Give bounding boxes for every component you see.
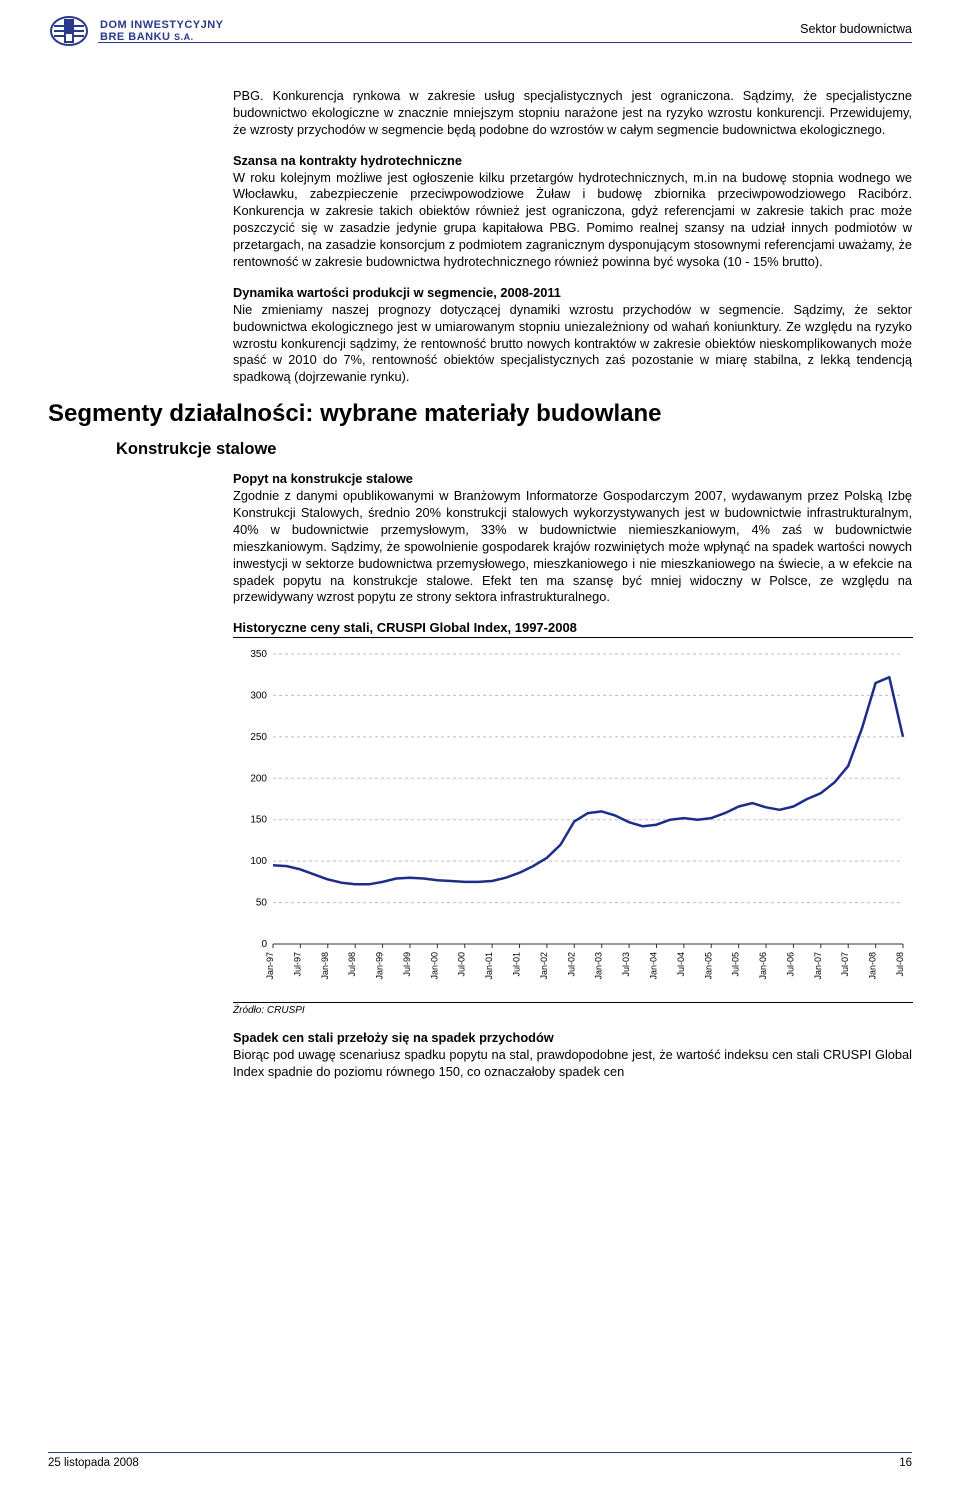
svg-text:Jan-04: Jan-04 [648,952,658,980]
svg-text:Jul-07: Jul-07 [840,952,850,977]
svg-text:Jan-08: Jan-08 [868,952,878,980]
section-heading-1: Segmenty działalności: wybrane materiały… [48,400,912,428]
para-hydro: Szansa na kontrakty hydrotechniczne W ro… [233,153,912,271]
svg-text:Jul-08: Jul-08 [895,952,905,977]
svg-text:Jul-98: Jul-98 [347,952,357,977]
section-heading-2: Konstrukcje stalowe [116,440,912,459]
header-rule [98,42,912,43]
page-content: PBG. Konkurencja rynkowa w zakresie usłu… [0,68,960,1081]
svg-text:Jan-00: Jan-00 [429,952,439,980]
svg-text:Jul-01: Jul-01 [512,952,522,977]
para-demand-body: Zgodnie z danymi opublikowanymi w Branżo… [233,488,912,604]
svg-text:250: 250 [250,732,267,743]
svg-text:350: 350 [250,649,267,660]
svg-text:Jul-06: Jul-06 [785,952,795,977]
svg-text:Jan-03: Jan-03 [594,952,604,980]
svg-text:Jul-05: Jul-05 [731,952,741,977]
svg-text:Jan-99: Jan-99 [375,952,385,980]
logo-line1: DOM INWESTYCYJNY [100,19,224,31]
svg-text:Jul-03: Jul-03 [621,952,631,977]
logo-text: DOM INWESTYCYJNY BRE BANKU S.A. [100,19,224,43]
svg-text:0: 0 [261,939,267,950]
para-demand-lead: Popyt na konstrukcje stalowe [233,471,413,486]
svg-text:Jan-98: Jan-98 [320,952,330,980]
chart-cruspi: 0 50 100 150 200 250 300 350 Jan-97 Jul-97 Jan-98 J… [233,646,913,996]
svg-text:200: 200 [250,774,267,785]
svg-text:Jul-04: Jul-04 [676,952,686,977]
svg-text:150: 150 [250,815,267,826]
para-price-drop: Spadek cen stali przełoży się na spadek … [233,1030,912,1081]
page-header: DOM INWESTYCYJNY BRE BANKU S.A. Sektor b… [0,0,960,68]
page-footer: 25 listopada 2008 16 [48,1452,912,1469]
chart-title: Historyczne ceny stali, CRUSPI Global In… [233,620,913,638]
svg-text:Jan-02: Jan-02 [539,952,549,980]
svg-text:Jul-00: Jul-00 [457,952,467,977]
svg-text:50: 50 [256,898,268,909]
svg-text:100: 100 [250,857,267,868]
para-hydro-body: W roku kolejnym możliwe jest ogłoszenie … [233,170,912,269]
para-intro: PBG. Konkurencja rynkowa w zakresie usłu… [233,88,912,139]
para-dynamics-lead: Dynamika wartości produkcji w segmencie,… [233,285,561,300]
svg-text:Jul-99: Jul-99 [402,952,412,977]
svg-text:Jul-02: Jul-02 [566,952,576,977]
svg-text:Jan-06: Jan-06 [758,952,768,980]
svg-text:300: 300 [250,691,267,702]
chart-svg: 0 50 100 150 200 250 300 350 Jan-97 Jul-97 Jan-98 J… [233,646,913,996]
svg-text:Jan-05: Jan-05 [703,952,713,980]
para-demand: Popyt na konstrukcje stalowe Zgodnie z d… [233,471,912,606]
para-price-drop-lead: Spadek cen stali przełoży się na spadek … [233,1030,554,1045]
header-section-title: Sektor budownictwa [800,22,912,36]
para-hydro-lead: Szansa na kontrakty hydrotechniczne [233,153,462,168]
svg-text:Jan-07: Jan-07 [813,952,823,980]
svg-text:Jul-97: Jul-97 [292,952,302,977]
bre-logo-icon [48,14,90,48]
para-dynamics-body: Nie zmieniamy naszej prognozy dotyczącej… [233,302,912,385]
svg-text:Jan-97: Jan-97 [265,952,275,980]
svg-text:Jan-01: Jan-01 [484,952,494,980]
footer-page: 16 [899,1457,912,1469]
para-price-drop-body: Biorąc pod uwagę scenariusz spadku popyt… [233,1047,912,1079]
para-dynamics: Dynamika wartości produkcji w segmencie,… [233,285,912,386]
chart-source: Źródło: CRUSPI [233,1002,913,1016]
footer-date: 25 listopada 2008 [48,1457,139,1469]
